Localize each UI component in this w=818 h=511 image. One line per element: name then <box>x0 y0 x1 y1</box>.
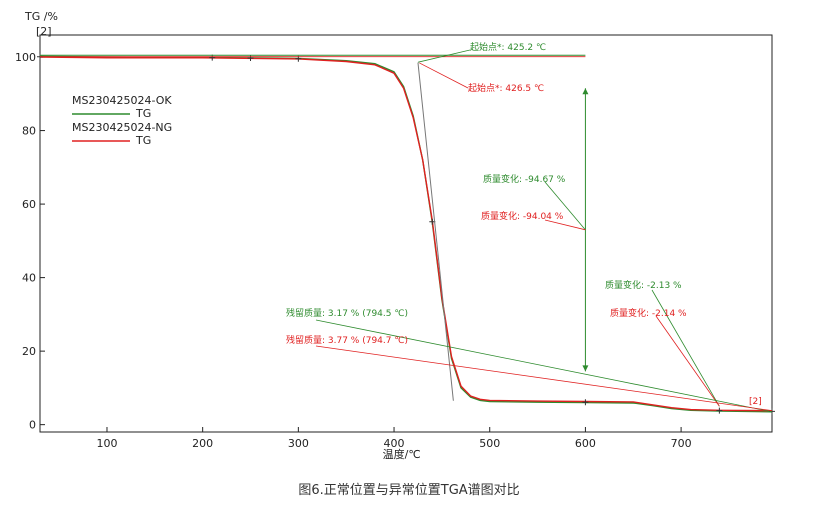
y-axis-sub-label: [2] <box>36 25 52 38</box>
annotation-res-ng: 残留质量: 3.77 % (794.7 ℃) <box>286 334 408 346</box>
legend-item-ok: TG <box>135 107 151 120</box>
x-tick-label-400: 400 <box>384 437 405 450</box>
annotation-layer: 起始点*: 425.2 ℃ 起始点*: 426.5 ℃ 质量变化: -94.67 %… <box>40 41 773 413</box>
annotation-onset-ng: 起始点*: 426.5 ℃ <box>468 82 544 94</box>
annotation-mass2-ok: 质量变化: -2.13 % <box>605 279 682 291</box>
annotation-mass1-ok: 质量变化: -94.67 % <box>483 173 566 185</box>
curve-marker-6 <box>716 407 723 414</box>
legend-series-name-ok: MS230425024-OK <box>72 94 172 107</box>
mass-change-arrow-head-bottom <box>582 365 589 372</box>
leader-onset-ng <box>419 62 469 89</box>
y-tick-label-60: 60 <box>22 198 36 211</box>
curve-marker-5 <box>582 399 589 406</box>
leader-res-ng <box>315 345 773 412</box>
x-tick-label-200: 200 <box>192 437 213 450</box>
annotation-mass1-ng: 质量变化: -94.04 % <box>481 210 564 222</box>
y-axis-label: TG /% <box>24 10 58 23</box>
annotation-mass2-ng: 质量变化: -2.14 % <box>610 307 687 319</box>
annotation-onset-ok: 起始点*: 425.2 ℃ <box>470 41 546 53</box>
y-tick-label-80: 80 <box>22 125 36 138</box>
legend-series-name-ng: MS230425024-NG <box>72 121 172 134</box>
curve-marker-2 <box>247 54 254 61</box>
annotation-res-ok: 残留质量: 3.17 % (794.5 ℃) <box>286 307 408 319</box>
y-tick-label-40: 40 <box>22 272 36 285</box>
leader-res-ok <box>315 319 773 413</box>
plot-frame <box>39 34 773 433</box>
tga-chart: 100 200 300 400 500 600 700 0 20 40 60 80 100 起始点*: … <box>15 10 775 461</box>
legend-item-ng: TG <box>135 134 151 147</box>
x-tick-label-700: 700 <box>671 437 692 450</box>
axis-labels: TG /% [2] 温度/℃ <box>24 10 421 461</box>
x-axis-label: 温度/℃ <box>383 447 421 461</box>
x-tick-label-300: 300 <box>288 437 309 450</box>
leader-mass2-ng <box>655 315 720 407</box>
x-tick-label-500: 500 <box>479 437 500 450</box>
y-tick-label-0: 0 <box>29 419 36 432</box>
mass-change-arrow-head-top <box>582 88 589 95</box>
leader-onset-ok <box>418 49 471 63</box>
figure-caption: 图6.正常位置与异常位置TGA谱图对比 <box>298 483 520 498</box>
x-tick-label-600: 600 <box>575 437 596 450</box>
series-ng <box>39 56 773 412</box>
y-tick-label-100: 100 <box>15 51 36 64</box>
tangent-line <box>417 62 454 401</box>
y-tick-label-20: 20 <box>22 345 36 358</box>
axes: 100 200 300 400 500 600 700 0 20 40 60 80 100 <box>15 34 773 450</box>
series-layer <box>37 53 775 415</box>
x-tick-label-100: 100 <box>96 437 117 450</box>
leader-mass1-ng <box>544 219 586 231</box>
annotation-end-tag: [2] <box>749 397 762 407</box>
leader-mass2-ok <box>651 289 720 407</box>
leader-mass1-ok <box>544 181 586 231</box>
